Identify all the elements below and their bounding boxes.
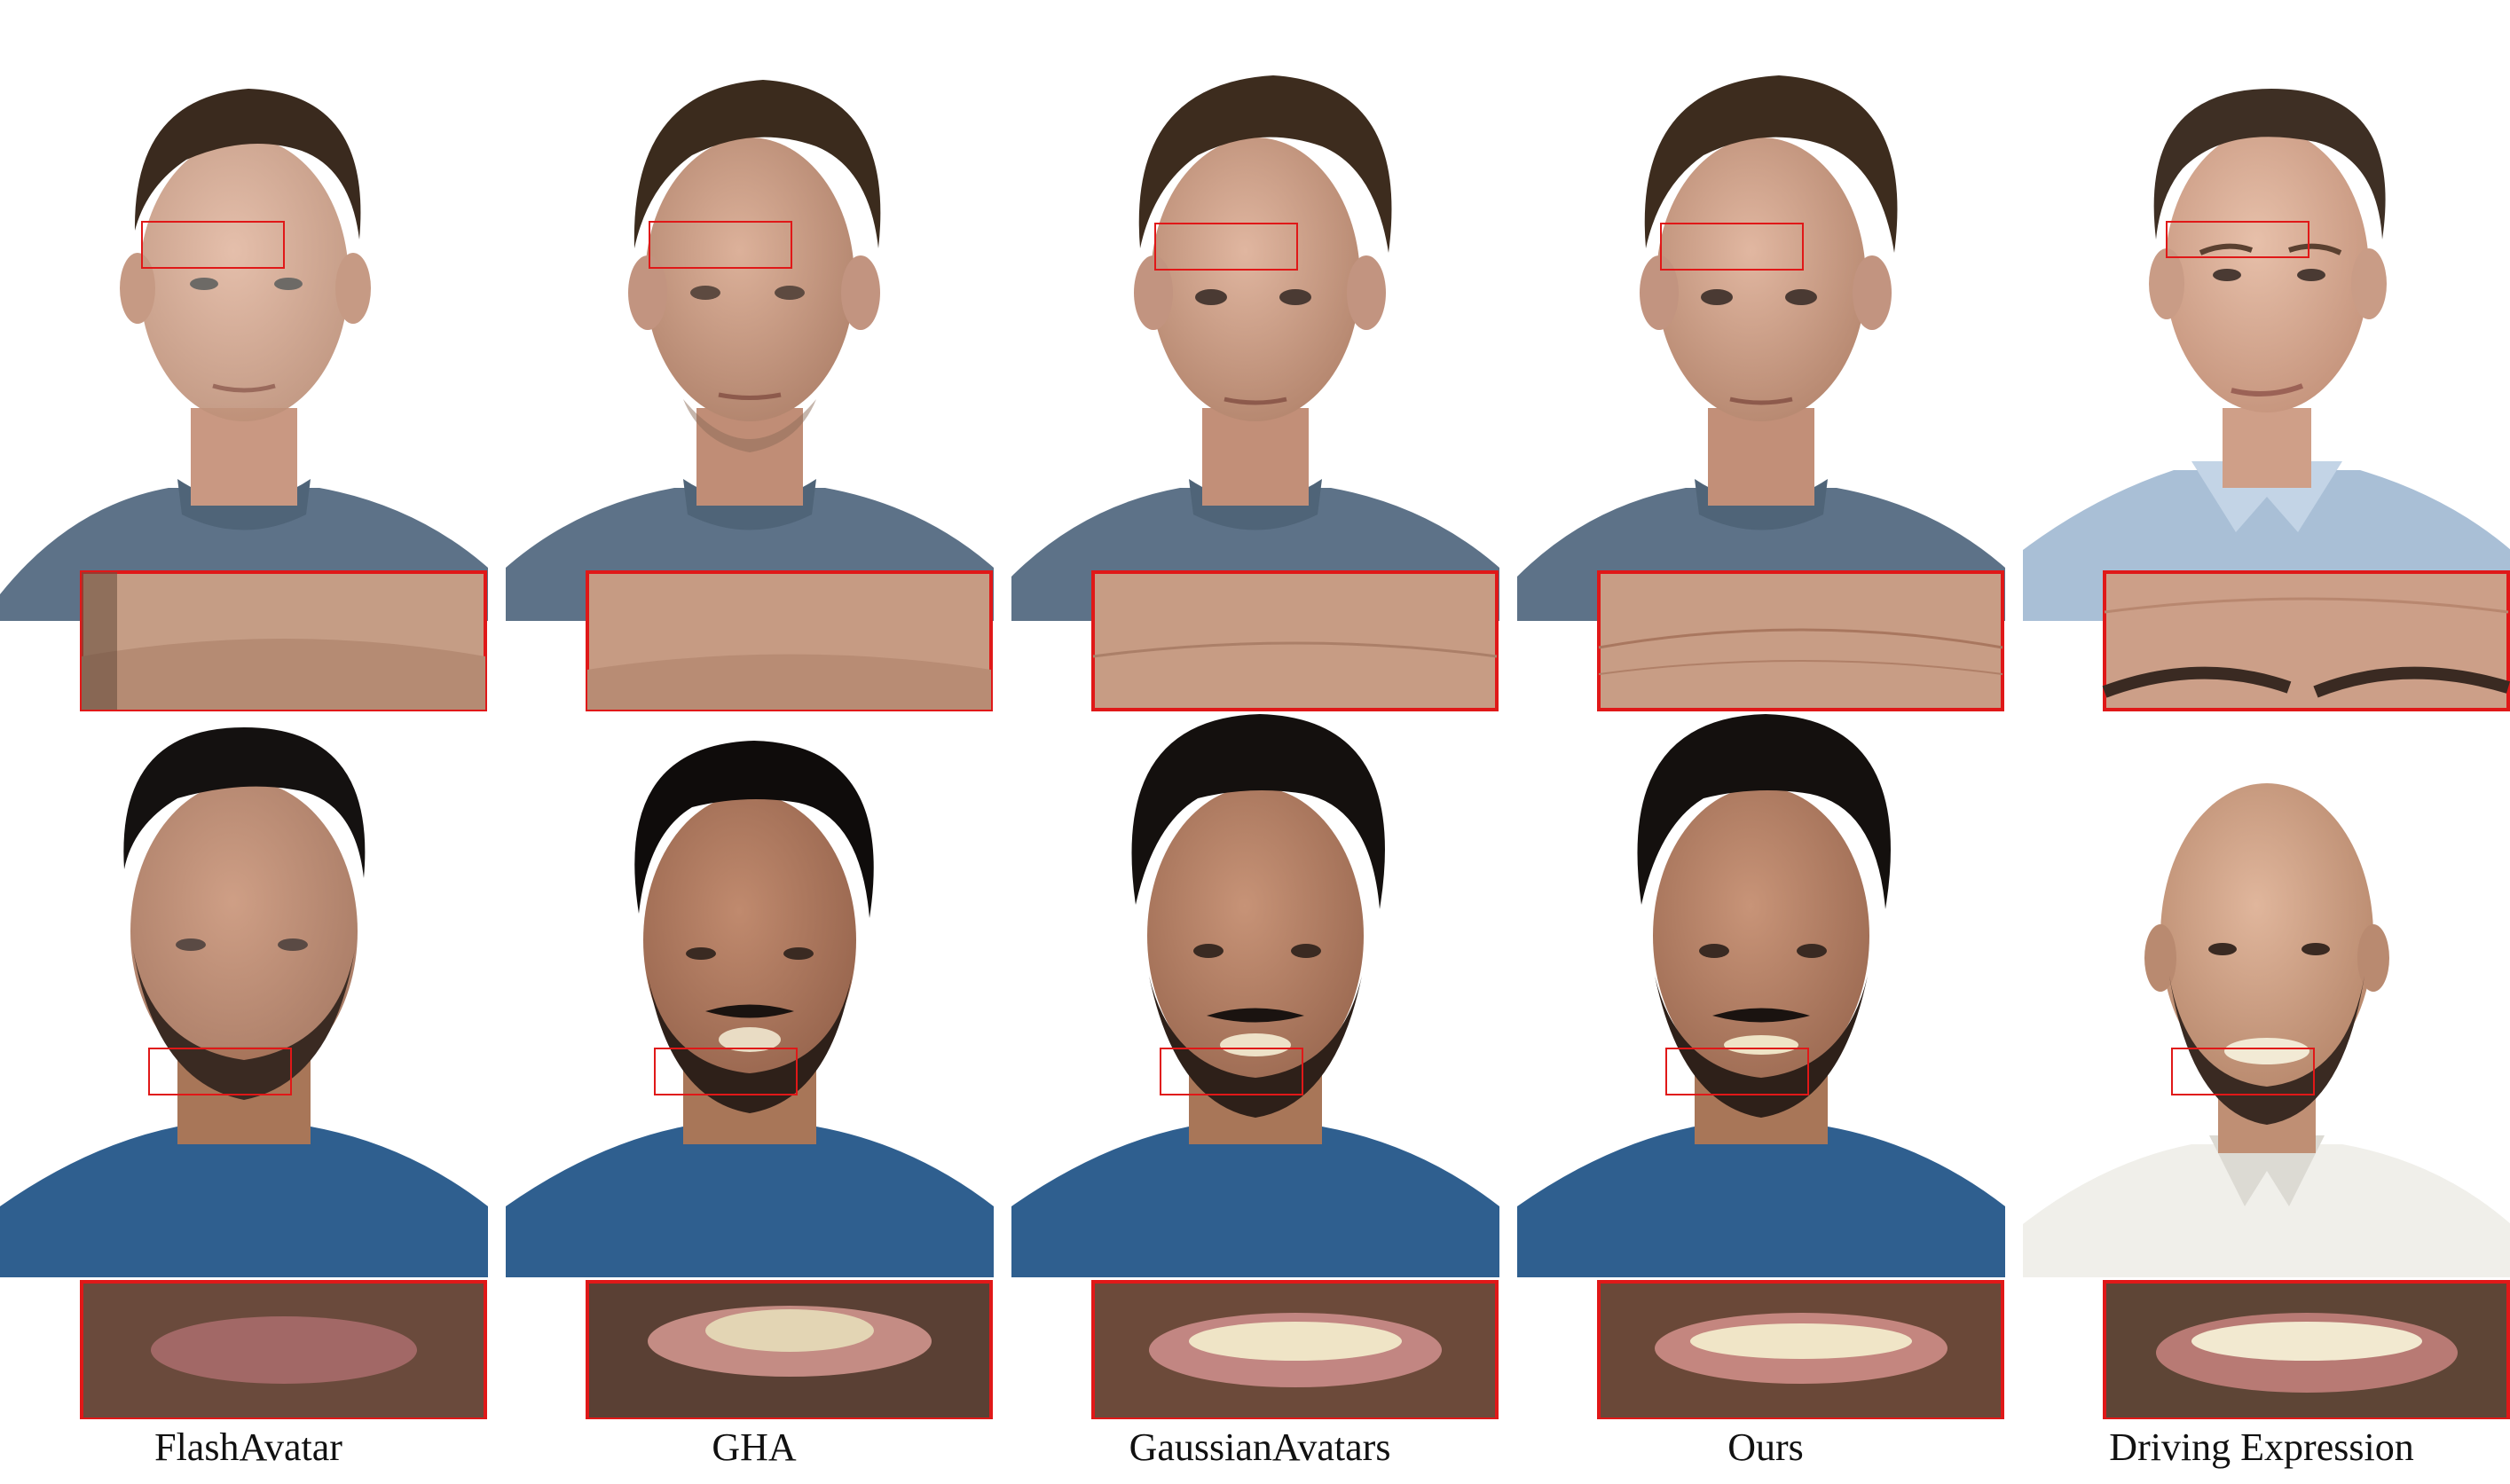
row1-gha-cell [506, 35, 994, 745]
row1-gha-image [506, 80, 994, 711]
row1-gaussianavatars-image [1011, 75, 1499, 711]
row1-flashavatar-image [0, 89, 488, 711]
row2-gha-image [506, 741, 994, 1419]
row1-ours-cell [1517, 35, 2005, 745]
column-label-driving-expression: Driving Expression [2109, 1425, 2414, 1469]
row1-flashavatar-cell [0, 35, 488, 745]
row1-ours-image [1517, 75, 2005, 711]
row2-driving-image [2023, 783, 2510, 1419]
row1-driving-image [2023, 89, 2510, 711]
column-label-flashavatar: FlashAvatar [154, 1425, 342, 1469]
row2-gaussianavatars-cell [1011, 710, 1499, 1419]
row2-gha-cell [506, 710, 994, 1419]
row2-ours-cell [1517, 710, 2005, 1419]
row1-gaussianavatars-cell [1011, 35, 1499, 745]
row2-flashavatar-image [0, 727, 488, 1419]
column-label-ours: Ours [1727, 1425, 1804, 1469]
column-label-gaussianavatars: GaussianAvatars [1129, 1425, 1391, 1469]
row2-driving-cell [2023, 710, 2510, 1419]
row1-driving-cell [2023, 35, 2510, 745]
column-label-gha: GHA [712, 1425, 797, 1469]
row2-gaussianavatars-image [1011, 714, 1499, 1419]
row2-ours-image [1517, 714, 2005, 1419]
row2-flashavatar-cell [0, 710, 488, 1419]
